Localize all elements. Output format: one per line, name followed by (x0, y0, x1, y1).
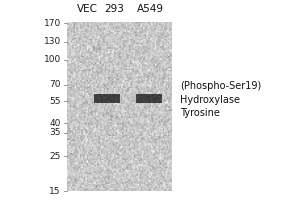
Text: 15: 15 (49, 187, 61, 196)
Text: 40: 40 (50, 119, 61, 128)
Text: 170: 170 (44, 19, 61, 28)
Text: 25: 25 (50, 152, 61, 161)
Text: 35: 35 (49, 128, 61, 137)
Text: VEC: VEC (77, 4, 98, 14)
Text: 100: 100 (44, 55, 61, 64)
Text: (Phospho-Ser19): (Phospho-Ser19) (180, 81, 261, 91)
Text: 55: 55 (49, 97, 61, 106)
Text: Tyrosine: Tyrosine (180, 108, 220, 118)
Text: A549: A549 (136, 4, 164, 14)
Text: Hydroxylase: Hydroxylase (180, 95, 240, 105)
Text: 130: 130 (44, 37, 61, 46)
Text: 293: 293 (104, 4, 124, 14)
Text: 70: 70 (49, 80, 61, 89)
